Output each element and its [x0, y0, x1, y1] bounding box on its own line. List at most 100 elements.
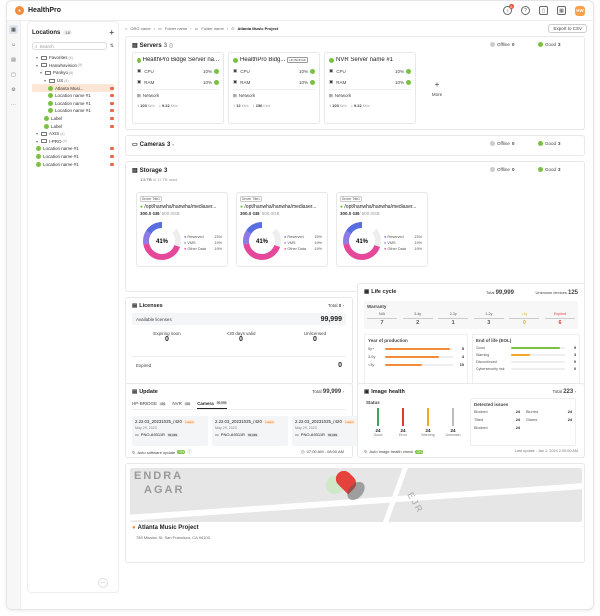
- alert-icon: [110, 124, 114, 128]
- more-icon[interactable]: ⋯: [11, 101, 16, 108]
- firmware-card[interactable]: 2.22.03_20231025_r420 Latest May 29, 2023 ▭…: [132, 416, 208, 446]
- server-title-tag: Server Title1: [340, 196, 362, 202]
- more-servers-button[interactable]: + More: [422, 52, 452, 124]
- location-tree-item[interactable]: Location name #1: [32, 92, 114, 100]
- add-location-icon[interactable]: +: [109, 28, 114, 37]
- server-name-row: NVR Server name #1: [329, 57, 411, 63]
- location-tree-item[interactable]: Location name #1: [32, 100, 114, 108]
- status-name: Warning: [421, 433, 435, 437]
- chevron-down-icon[interactable]: ▾: [36, 138, 39, 144]
- breadcrumb-folder-2[interactable]: Folder name: [201, 25, 224, 31]
- chevron-right-icon[interactable]: ›: [342, 389, 345, 394]
- sort-icon[interactable]: ⇅: [109, 43, 114, 49]
- server-card[interactable]: HealthPro Bidg... HP-BRIDGE ▣ CPU 10% ▣ RAM 10%…: [228, 52, 320, 124]
- auto-check-toggle[interactable]: ON: [415, 449, 424, 454]
- storage-volume-card[interactable]: Server Title1 ● /opt/hanwha/hanwha/medias…: [336, 192, 428, 267]
- auto-update-toggle[interactable]: ON: [177, 450, 186, 454]
- tab-count: 456: [183, 401, 192, 406]
- location-tree-item[interactable]: ▾ US (4): [32, 77, 114, 85]
- server-card[interactable]: NVR Server name #1 ▣ CPU 10% ▣ RAM 10% ⊞ Network…: [324, 52, 416, 124]
- capacity-used: 300.0 GB: [340, 211, 360, 216]
- chevron-down-icon[interactable]: ▾: [40, 70, 43, 76]
- chevron-down-icon[interactable]: ▾: [36, 55, 39, 61]
- location-tree-item[interactable]: ▾ Pankyo (8): [32, 69, 114, 77]
- legend-item: ● Other Data 19%: [284, 247, 322, 251]
- firmware-card[interactable]: 2.22.03_20231025_r420 Latest May 29, 2023 ▭…: [212, 416, 288, 446]
- metric-value: 10%: [202, 68, 212, 74]
- location-tree-item[interactable]: Location name #1: [32, 153, 114, 161]
- metric-value: 10%: [298, 79, 308, 85]
- avatar[interactable]: HW: [575, 5, 585, 16]
- chevron-down-icon[interactable]: ▾: [44, 78, 47, 84]
- issues-label: Detected issues: [474, 402, 509, 407]
- location-tree-item[interactable]: ▾ Hanwhavision (8): [32, 62, 114, 70]
- network-row: ⊞ Network: [137, 93, 219, 99]
- issue-item: Glared 24: [526, 418, 572, 422]
- warranty-count: 1: [451, 320, 455, 326]
- offline-dot: [490, 42, 495, 47]
- user-icon[interactable]: ☺: [10, 41, 17, 48]
- storage-volume-card[interactable]: Server Title1 ● /opt/hanwha/hanwha/medias…: [136, 192, 228, 267]
- breadcrumb-org[interactable]: ORG name: [130, 25, 151, 31]
- chevron-right-icon[interactable]: ›: [342, 303, 345, 308]
- tab-hpbridge[interactable]: HP-BRIDGE 456: [132, 400, 167, 409]
- status-dot-icon: [137, 57, 141, 63]
- clipboard-icon[interactable]: ▤: [11, 56, 16, 63]
- good-label: Good: [545, 141, 557, 146]
- legend-dot-icon: ●: [184, 241, 188, 245]
- location-tree-item[interactable]: ▾ AXIS (4): [32, 130, 114, 138]
- latest-badge: Latest: [183, 419, 196, 424]
- legend-item: ● Other Data 19%: [384, 247, 422, 251]
- location-tree-item[interactable]: Label: [32, 122, 114, 130]
- app-name: HealthPro: [28, 7, 62, 14]
- chevron-right-icon[interactable]: ›: [172, 142, 174, 147]
- tab-nvr[interactable]: NVR 456: [172, 400, 192, 409]
- home-icon[interactable]: ⌂: [125, 25, 128, 31]
- server-card[interactable]: HealthPro Bidge Server na... ▣ CPU 10% ▣ RAM 1…: [132, 52, 224, 124]
- search-input[interactable]: ⌕ Search: [32, 42, 107, 50]
- location-map[interactable]: ENDRA AGAR EJR: [130, 468, 582, 522]
- storage-volume-card[interactable]: Server Title1 ● /opt/hanwha/hanwha/medias…: [236, 192, 328, 267]
- chevron-right-icon[interactable]: ›: [574, 389, 577, 394]
- tab-camera[interactable]: Camera 99,999: [197, 400, 228, 409]
- document-icon[interactable]: ▢: [11, 71, 16, 78]
- grid-icon[interactable]: ▦: [557, 6, 566, 15]
- bell-icon[interactable]: ♪ 8: [503, 4, 514, 15]
- help-icon[interactable]: ?: [521, 6, 530, 15]
- available-value: 99,999: [320, 315, 342, 323]
- good-count: 3: [558, 42, 561, 47]
- book-icon[interactable]: ▯: [539, 6, 548, 15]
- location-tree-item[interactable]: Atlanta Musi...: [32, 84, 114, 92]
- info-icon[interactable]: ⓘ: [187, 449, 192, 454]
- eol-box: End of life (EOL) Good 9 Warning 3 Discontin…: [472, 334, 580, 384]
- ram-icon: ▣: [233, 79, 238, 84]
- location-tree-item[interactable]: ▾ I-PRO (4): [32, 138, 114, 146]
- network-label: Network: [238, 93, 256, 98]
- sidebar-more-button[interactable]: ⋯: [98, 578, 108, 588]
- dashboard-icon[interactable]: ▦: [9, 25, 18, 34]
- network-values: ↑ 103Kb/s ↓ 9.22Kb/s: [329, 103, 411, 108]
- servers-title-text: Servers: [139, 42, 162, 49]
- location-tree-item[interactable]: Location name #1: [32, 160, 114, 168]
- alert-icon: [110, 109, 114, 113]
- export-csv-button[interactable]: Export to CSV: [548, 23, 587, 33]
- gear-icon[interactable]: ⚙: [11, 86, 16, 93]
- location-tree-item[interactable]: Label: [32, 115, 114, 123]
- network-row: ⊞ Network: [329, 93, 411, 99]
- status-dot-icon: [48, 93, 53, 99]
- app-logo[interactable]: ● HealthPro: [15, 6, 61, 15]
- eol-row: Cybersecurity risk 0: [476, 367, 576, 371]
- chevron-down-icon[interactable]: ▾: [36, 62, 39, 68]
- firmware-card[interactable]: 2.22.03_20231025_r420 Latest May 29, 2023 ▭…: [292, 416, 368, 446]
- breadcrumb-folder-1[interactable]: Folder name: [164, 25, 188, 31]
- location-tree-item[interactable]: ▾ Favorites (6): [32, 54, 114, 62]
- location-tree-item[interactable]: Location name #1: [32, 107, 114, 115]
- eol-row: Discontinued 0: [476, 360, 576, 364]
- location-tree-item[interactable]: Location name #1: [32, 145, 114, 153]
- unknown-value: 125: [567, 290, 578, 296]
- info-icon[interactable]: ⓘ: [169, 42, 174, 48]
- yop-bar: [385, 364, 453, 366]
- chevron-down-icon[interactable]: ▾: [36, 131, 39, 137]
- issue-name: Blocked: [474, 426, 488, 430]
- server-cpu-row: ▣ CPU 10%: [137, 68, 219, 74]
